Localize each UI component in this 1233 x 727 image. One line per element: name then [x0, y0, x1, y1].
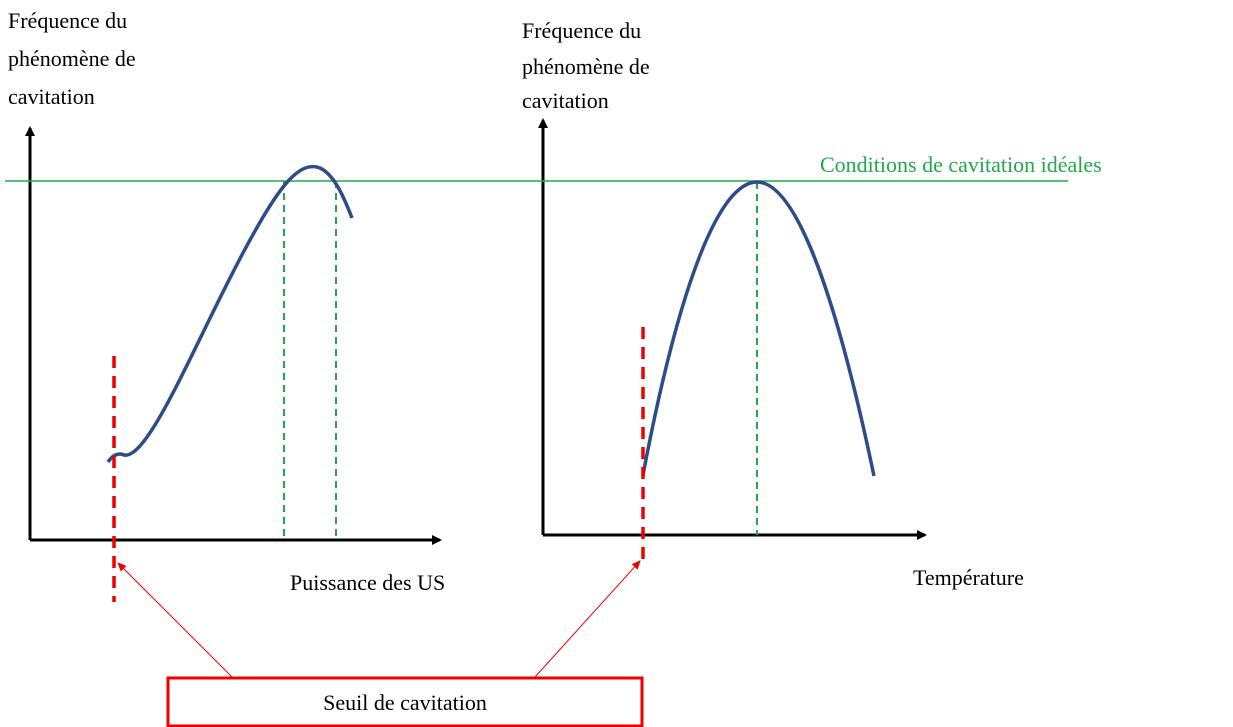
box-label: Seuil de cavitation	[323, 690, 487, 715]
y-label: Fréquence du	[8, 8, 127, 33]
y-label: Fréquence du	[522, 18, 641, 43]
threshold-box	[166, 676, 644, 727]
ideal-label: Conditions de cavitation idéales	[820, 152, 1102, 177]
y-label: phénomène de	[522, 54, 650, 79]
x-label: Puissance des US	[290, 570, 445, 595]
y-label: phénomène de	[8, 46, 136, 71]
curve	[641, 180, 876, 477]
pointer-arrow	[117, 562, 233, 678]
pointer-arrow	[534, 560, 641, 678]
x-label: Température	[913, 565, 1024, 590]
y-label: cavitation	[522, 88, 609, 113]
curve	[106, 164, 354, 464]
y-label: cavitation	[8, 84, 95, 109]
